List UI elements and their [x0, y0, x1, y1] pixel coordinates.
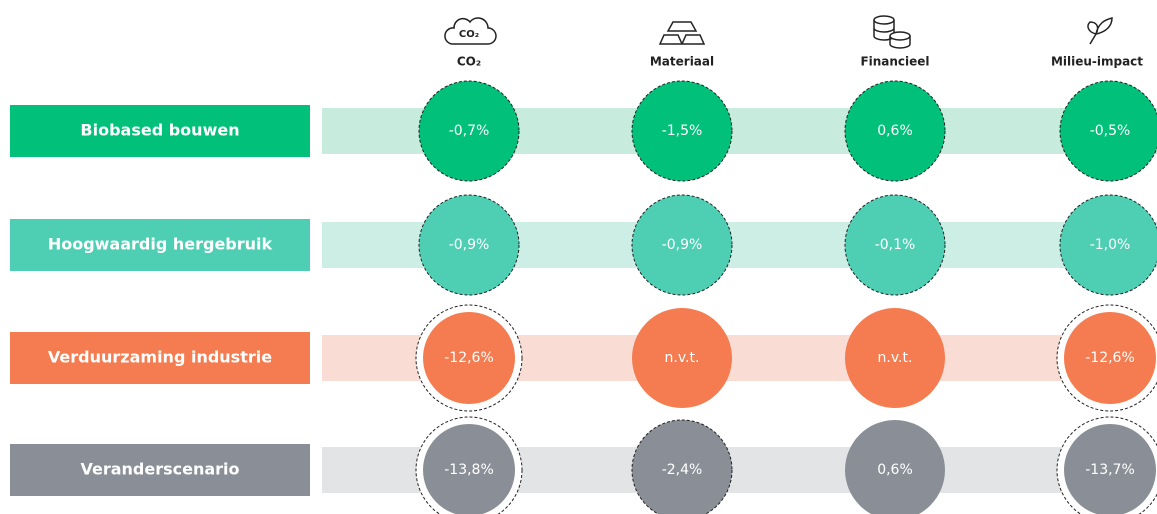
row-label-box	[10, 105, 310, 157]
cell-value: -0,9%	[449, 237, 490, 253]
cell-circle	[418, 194, 520, 296]
cell-circle	[844, 80, 946, 182]
cell-circle	[423, 312, 515, 404]
cell-value: -1,0%	[1090, 237, 1131, 253]
cell-value: n.v.t.	[665, 350, 700, 366]
cell-value: -12,6%	[1085, 350, 1135, 366]
cell-value: 0,6%	[877, 123, 913, 139]
co2-icon	[444, 17, 497, 45]
cell-circle	[632, 308, 732, 408]
row-label: Verduurzaming industrie	[48, 348, 272, 367]
icons	[444, 15, 1113, 49]
cell-circle	[423, 424, 515, 514]
column-header: Financieel	[860, 55, 929, 69]
row-label-box	[10, 332, 310, 384]
cell-value: -0,1%	[875, 237, 916, 253]
finance-icon	[873, 15, 911, 49]
column-header: CO₂	[457, 55, 481, 69]
column-header: Milieu-impact	[1051, 55, 1143, 69]
cell-value: -2,4%	[662, 462, 703, 478]
cell-circle	[1064, 424, 1156, 514]
cell-value: -13,7%	[1085, 462, 1135, 478]
cell-value: -13,8%	[444, 462, 494, 478]
cell-circle	[1059, 194, 1157, 296]
cell-circle	[845, 308, 945, 408]
cell-value: -0,9%	[662, 237, 703, 253]
row-label-box	[10, 219, 310, 271]
co2-icon-text: CO₂	[459, 29, 479, 40]
cell-value: -0,7%	[449, 123, 490, 139]
cell-value: -1,5%	[662, 123, 703, 139]
row-label: Veranderscenario	[80, 460, 239, 479]
cell-value: -0,5%	[1090, 123, 1131, 139]
row-label-box	[10, 444, 310, 496]
column-header: Materiaal	[650, 55, 714, 69]
cell-circle	[631, 80, 733, 182]
cell-value: -12,6%	[444, 350, 494, 366]
cell-value: 0,6%	[877, 462, 913, 478]
row-label: Hoogwaardig hergebruik	[48, 235, 273, 254]
cell-circle	[1059, 80, 1157, 182]
leaf-icon	[1087, 17, 1113, 45]
cell-value: n.v.t.	[878, 350, 913, 366]
material-icon	[658, 21, 706, 45]
cell-circle	[631, 194, 733, 296]
row-label: Biobased bouwen	[80, 121, 239, 140]
cell-circle	[631, 419, 733, 514]
cell-circle	[1064, 312, 1156, 404]
cell-circle	[845, 420, 945, 514]
cell-circle	[844, 194, 946, 296]
cell-circle	[418, 80, 520, 182]
